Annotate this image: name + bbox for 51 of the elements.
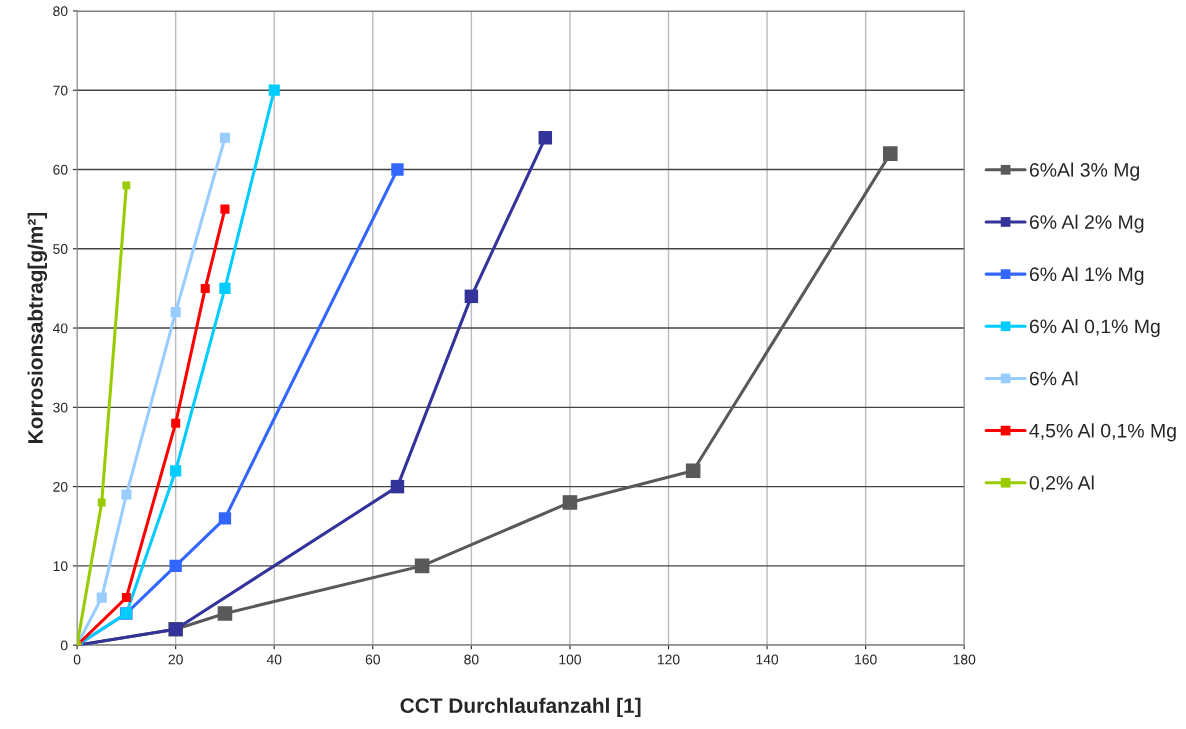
legend-label: 0,2% Al [1029,475,1094,493]
point [121,489,132,500]
x-tick-label: 180 [953,654,976,665]
point [538,131,553,145]
x-tick-label: 40 [266,654,282,665]
y-tick-label: 40 [52,323,68,334]
y-tick-label: 80 [53,6,68,17]
point [391,163,404,176]
x-tick-label: 20 [168,654,183,665]
y-tick-label: 60 [53,164,68,175]
point [200,283,210,293]
legend-label: 6% Al 0,1% Mg [1029,318,1160,338]
y-tick-label: 20 [53,481,68,492]
point [96,592,107,603]
y-axis-title: Korrosionsabtrag[g/m²] [27,212,48,443]
y-tick-label: 70 [53,85,68,96]
point [219,132,231,143]
point [883,146,898,161]
legend-label: 6%Al 3% Mg [1029,162,1139,181]
x-tick-label: 120 [657,654,680,665]
x-tick-label: 160 [855,654,877,665]
y-tick-label: 0 [60,640,68,651]
x-axis-title: CCT Durchlaufanzahl [1] [400,697,641,718]
x-tick-label: 140 [756,654,779,665]
point [219,282,231,295]
x-tick-label: 100 [559,654,581,665]
point [268,84,280,96]
x-tick-label: 80 [464,654,479,665]
x-tick-label: 60 [365,654,380,665]
point [170,307,181,318]
point [220,204,230,214]
x-tick-label: 0 [73,654,81,665]
point [464,289,479,304]
point [685,463,701,479]
legend-label: 6% Al 2% Mg [1029,214,1144,233]
point [169,559,182,573]
point [217,606,233,621]
point [218,512,232,525]
legend-label: 4,5% Al 0,1% Mg [1029,423,1176,442]
y-tick-label: 10 [53,561,68,572]
point [562,495,578,510]
legend-label: 6% Al 1% Mg [1029,266,1144,285]
point [390,479,405,494]
point [414,558,430,574]
legend-label: 6% Al [1029,371,1078,386]
point [171,418,181,428]
point [122,181,131,190]
point [121,593,131,603]
y-tick-label: 30 [53,402,68,413]
point [170,465,182,477]
y-tick-label: 50 [53,244,68,254]
